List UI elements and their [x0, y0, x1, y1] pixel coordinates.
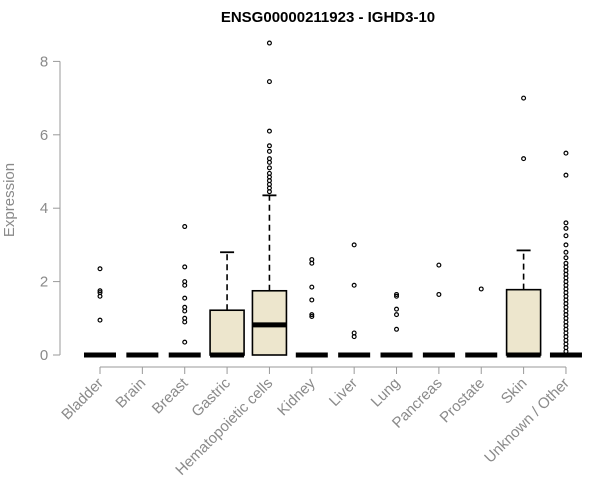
- box-unknown-other: [549, 150, 582, 358]
- outlier-point: [521, 95, 527, 101]
- outlier-point: [266, 189, 272, 195]
- outlier-point: [266, 159, 272, 165]
- outlier-point: [309, 312, 315, 318]
- outlier-point: [182, 319, 188, 325]
- outlier-point: [521, 156, 527, 162]
- y-axis-label: Expression: [1, 163, 18, 237]
- outlier-point: [97, 266, 103, 272]
- outlier-point: [182, 295, 188, 301]
- plot-area: [84, 40, 582, 358]
- y-tick-label: 8: [40, 53, 48, 70]
- y-tick-label: 4: [40, 200, 48, 217]
- y-tick-label: 0: [40, 347, 48, 364]
- outlier-point: [182, 308, 188, 314]
- outlier-point: [351, 242, 357, 248]
- outlier-point: [182, 224, 188, 230]
- outlier-point: [436, 262, 442, 268]
- outlier-point: [394, 306, 400, 312]
- outlier-point: [182, 339, 188, 345]
- outlier-point: [97, 293, 103, 299]
- outlier-point: [478, 286, 484, 292]
- outlier-point: [266, 40, 272, 46]
- box-lung: [380, 291, 413, 358]
- outlier-point: [563, 255, 569, 261]
- outlier-point: [97, 317, 103, 323]
- y-axis: 0 2 4 6 8: [40, 53, 61, 364]
- x-tick-label: Lung: [368, 375, 404, 411]
- outlier-point: [351, 282, 357, 288]
- outlier-point: [266, 128, 272, 134]
- box-skin: [505, 95, 542, 358]
- box-pancreas: [422, 262, 455, 358]
- outlier-point: [563, 172, 569, 178]
- x-tick-label: Liver: [326, 375, 361, 410]
- box-kidney: [295, 257, 328, 358]
- outlier-point: [394, 326, 400, 332]
- outlier-point: [563, 150, 569, 156]
- box-breast: [168, 224, 201, 358]
- outlier-point: [436, 291, 442, 297]
- box-hematopoietic-cells: [251, 40, 288, 356]
- outlier-point: [394, 291, 400, 297]
- outlier-point: [563, 220, 569, 226]
- outlier-point: [563, 249, 569, 255]
- outlier-point: [351, 334, 357, 340]
- outlier-point: [97, 288, 103, 294]
- outlier-point: [394, 312, 400, 318]
- x-tick-label: Breast: [149, 374, 192, 417]
- outlier-point: [309, 297, 315, 303]
- outlier-point: [266, 143, 272, 149]
- box-iqr: [209, 309, 245, 356]
- outlier-point: [309, 284, 315, 290]
- outlier-point: [182, 282, 188, 288]
- outlier-point: [563, 225, 569, 231]
- outlier-point: [309, 260, 315, 266]
- outlier-point: [266, 148, 272, 154]
- box-bladder: [84, 266, 116, 358]
- x-tick-label: Brain: [112, 375, 149, 412]
- x-tick-label: Bladder: [58, 375, 107, 424]
- outlier-point: [309, 313, 315, 319]
- outlier-point: [266, 79, 272, 85]
- outlier-point: [563, 233, 569, 239]
- outlier-point: [394, 293, 400, 299]
- y-tick-label: 6: [40, 127, 48, 144]
- box-liver: [338, 242, 371, 358]
- outlier-point: [563, 242, 569, 248]
- x-tick-label: Kidney: [274, 374, 319, 419]
- box-prostate: [465, 286, 498, 358]
- box-gastric: [209, 251, 245, 358]
- chart-title: ENSG00000211923 - IGHD3-10: [221, 9, 435, 26]
- x-tick-label: Prostate: [437, 375, 489, 427]
- x-tick-label: Skin: [498, 375, 531, 408]
- outlier-point: [182, 264, 188, 270]
- outlier-point: [266, 165, 272, 171]
- box-iqr: [505, 288, 542, 356]
- y-tick-label: 2: [40, 274, 48, 291]
